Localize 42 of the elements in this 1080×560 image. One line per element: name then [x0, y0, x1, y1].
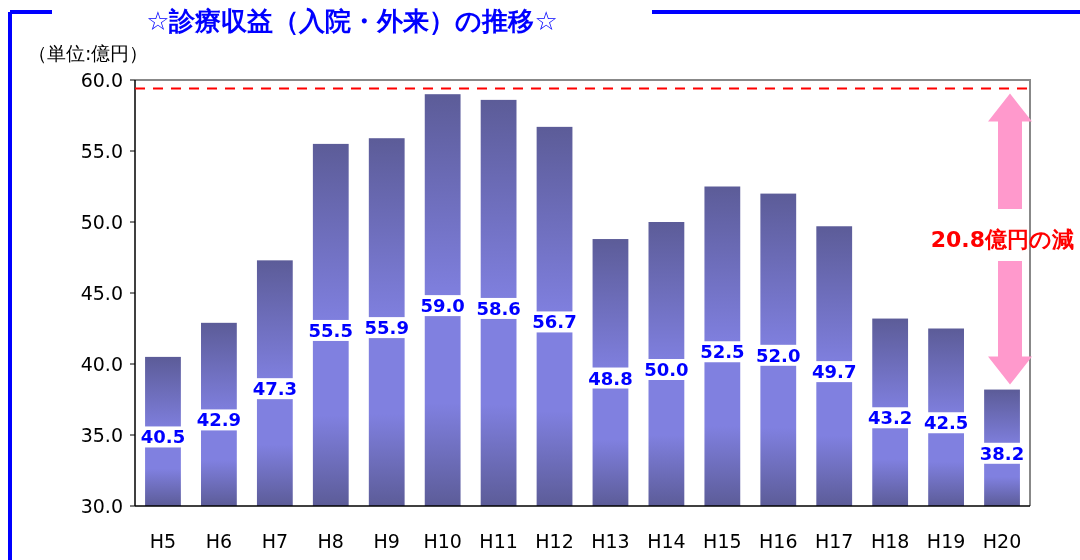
data-label: 47.3 [252, 378, 298, 400]
data-label: 59.0 [420, 295, 465, 317]
data-label: 42.5 [923, 412, 969, 434]
data-label: 55.5 [308, 319, 353, 341]
data-label: 40.5 [140, 426, 186, 448]
x-tick-label: H5 [149, 530, 177, 552]
x-tick-label: H16 [759, 530, 798, 552]
y-tick-label: 45.0 [80, 282, 123, 304]
data-label: 49.7 [812, 361, 857, 383]
x-tick-label: H6 [205, 530, 233, 552]
data-label: 42.9 [196, 409, 242, 431]
x-tick-label: H18 [870, 530, 910, 552]
x-tick-label: H10 [423, 530, 462, 552]
data-label: 50.0 [644, 359, 689, 380]
x-tick-label: H17 [814, 530, 854, 552]
data-label: 52.0 [756, 344, 801, 366]
x-tick-label: H20 [982, 530, 1022, 552]
x-tick-label: H15 [703, 530, 742, 552]
y-axis-title: （単位:億円） [28, 42, 149, 64]
y-tick-label: 60.0 [80, 69, 123, 91]
y-tick-label: 30.0 [80, 495, 123, 517]
x-tick-label: H8 [317, 530, 344, 552]
chart-title: ☆診療収益（入院・外来）の推移☆ [146, 6, 558, 36]
data-label: 38.2 [979, 442, 1025, 464]
x-tick-label: H11 [479, 530, 518, 552]
data-label: 43.2 [867, 407, 913, 429]
y-tick-label: 40.0 [80, 353, 123, 375]
data-label: 56.7 [532, 311, 577, 333]
y-tick-label: 50.0 [80, 211, 123, 233]
x-tick-label: H13 [591, 530, 630, 552]
x-tick-label: H19 [926, 530, 966, 552]
x-tick-label: H12 [535, 530, 574, 552]
annotation: 20.8億円の減 [930, 227, 1074, 253]
x-tick-label: H9 [373, 530, 400, 552]
y-tick-label: 35.0 [80, 424, 123, 446]
y-tick-label: 55.0 [80, 140, 123, 162]
x-tick-label: H7 [261, 530, 289, 552]
data-label: 48.8 [588, 367, 633, 389]
x-tick-label: H14 [647, 530, 686, 552]
data-label: 55.9 [364, 317, 409, 339]
data-label: 58.6 [476, 297, 521, 319]
data-label: 52.5 [700, 341, 745, 363]
